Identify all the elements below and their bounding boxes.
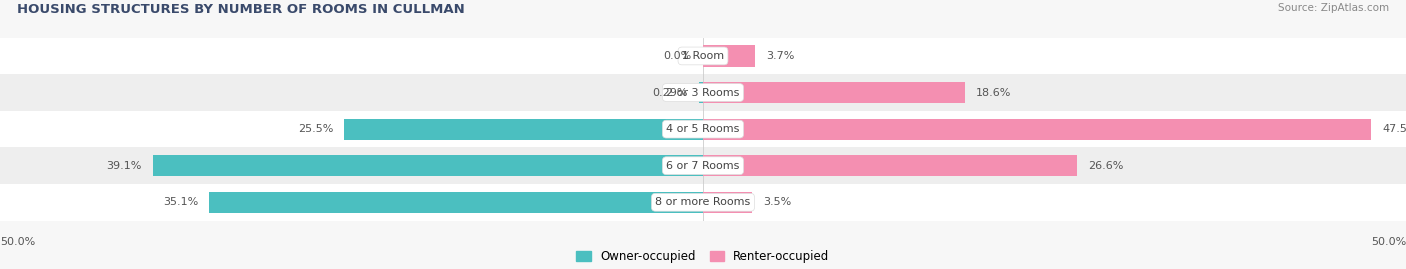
Bar <box>699 82 703 103</box>
Text: 3.7%: 3.7% <box>766 51 794 61</box>
Text: 25.5%: 25.5% <box>298 124 333 134</box>
Text: 1 Room: 1 Room <box>682 51 724 61</box>
Bar <box>703 45 755 66</box>
Bar <box>344 119 703 140</box>
Legend: Owner-occupied, Renter-occupied: Owner-occupied, Renter-occupied <box>576 250 830 263</box>
Bar <box>209 192 703 213</box>
Text: HOUSING STRUCTURES BY NUMBER OF ROOMS IN CULLMAN: HOUSING STRUCTURES BY NUMBER OF ROOMS IN… <box>17 3 464 16</box>
Text: 4 or 5 Rooms: 4 or 5 Rooms <box>666 124 740 134</box>
Text: Source: ZipAtlas.com: Source: ZipAtlas.com <box>1278 3 1389 13</box>
Text: 6 or 7 Rooms: 6 or 7 Rooms <box>666 161 740 171</box>
Text: 26.6%: 26.6% <box>1088 161 1123 171</box>
Bar <box>703 82 965 103</box>
Bar <box>703 155 1077 176</box>
Text: 50.0%: 50.0% <box>0 237 35 247</box>
Bar <box>703 119 1371 140</box>
Bar <box>0 147 1406 184</box>
Bar <box>703 192 752 213</box>
Text: 8 or more Rooms: 8 or more Rooms <box>655 197 751 207</box>
Text: 0.0%: 0.0% <box>664 51 692 61</box>
Bar <box>0 38 1406 74</box>
Text: 2 or 3 Rooms: 2 or 3 Rooms <box>666 87 740 98</box>
Bar <box>153 155 703 176</box>
Bar <box>0 111 1406 147</box>
Bar <box>0 184 1406 221</box>
Text: 3.5%: 3.5% <box>763 197 792 207</box>
Bar <box>0 74 1406 111</box>
Text: 50.0%: 50.0% <box>1371 237 1406 247</box>
Text: 0.29%: 0.29% <box>652 87 688 98</box>
Text: 18.6%: 18.6% <box>976 87 1011 98</box>
Text: 39.1%: 39.1% <box>107 161 142 171</box>
Text: 47.5%: 47.5% <box>1382 124 1406 134</box>
Text: 35.1%: 35.1% <box>163 197 198 207</box>
